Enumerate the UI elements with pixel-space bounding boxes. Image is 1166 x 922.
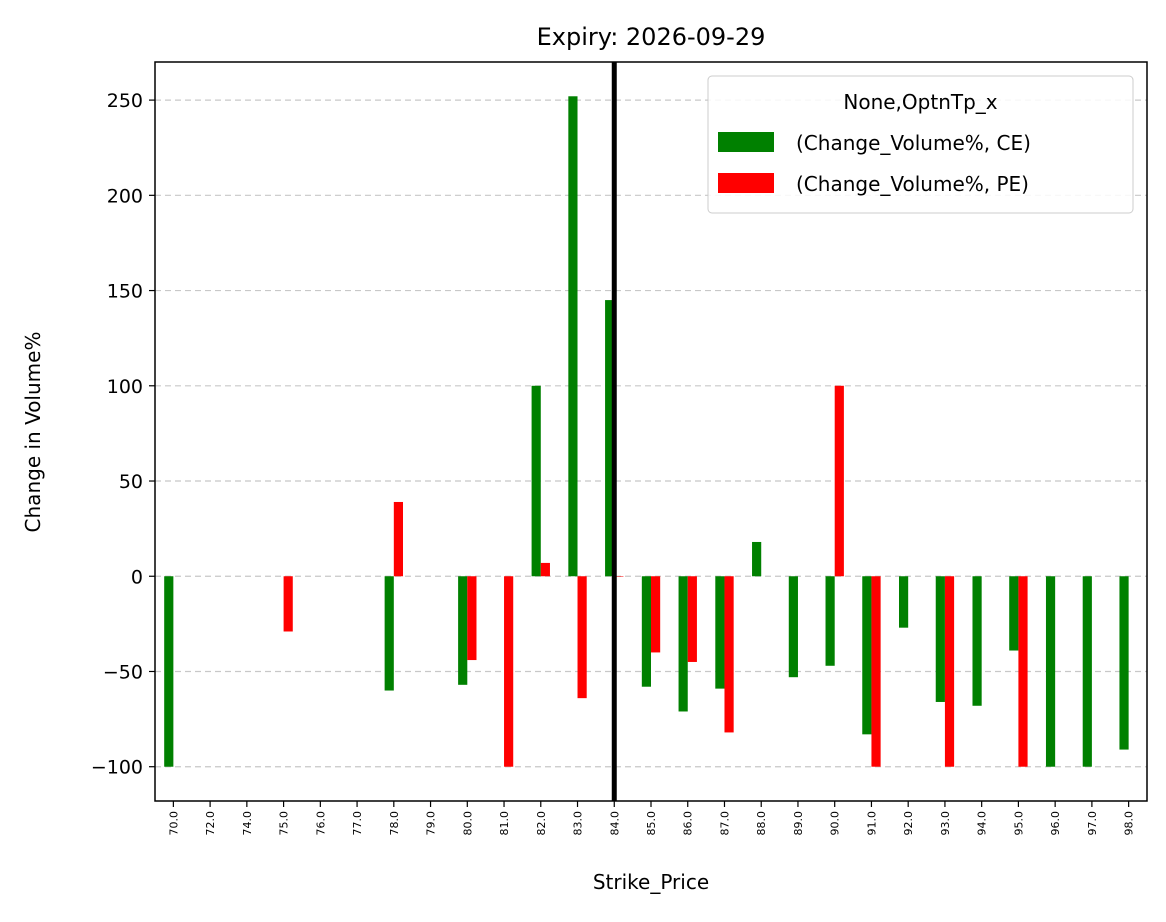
- x-tick-label: 90.0: [829, 811, 842, 836]
- bar: [384, 576, 394, 691]
- bar: [540, 562, 550, 577]
- x-tick-label: 93.0: [939, 811, 952, 836]
- bar: [724, 576, 734, 733]
- x-tick-label: 88.0: [755, 811, 768, 836]
- bar: [504, 576, 514, 767]
- bar: [1082, 576, 1092, 767]
- chart-title: Expiry: 2026-09-29: [537, 23, 766, 51]
- y-axis-label: Change in Volume%: [21, 332, 45, 533]
- bar: [944, 576, 955, 767]
- x-tick-label: 94.0: [976, 811, 989, 836]
- x-tick-label: 92.0: [902, 811, 915, 836]
- y-tick-label: −100: [91, 757, 143, 779]
- x-tick-label: 79.0: [425, 811, 438, 836]
- bar: [825, 576, 835, 666]
- y-tick-label: 0: [131, 566, 143, 588]
- bar: [935, 576, 945, 702]
- x-tick-label: 89.0: [792, 811, 805, 836]
- y-tick-label: 200: [107, 185, 143, 207]
- bar: [467, 576, 477, 661]
- bar: [651, 576, 661, 653]
- x-tick-label: 95.0: [1012, 811, 1025, 836]
- x-axis-label: Strike_Price: [593, 870, 709, 894]
- x-tick-label: 98.0: [1123, 811, 1136, 836]
- bar: [458, 576, 468, 685]
- bar: [834, 385, 844, 577]
- x-tick-label: 76.0: [314, 811, 327, 836]
- y-tick-label: 50: [119, 471, 143, 493]
- bar: [164, 576, 174, 767]
- x-tick-label: 78.0: [388, 811, 401, 836]
- y-tick-label: 150: [107, 281, 143, 303]
- x-tick-label: 82.0: [535, 811, 548, 836]
- bar: [862, 576, 872, 735]
- bar: [972, 576, 982, 706]
- plot-frame: [154, 61, 1148, 802]
- legend-label: (Change_Volume%, PE): [796, 172, 1029, 196]
- legend-title: None,OptnTp_x: [843, 90, 997, 114]
- bar: [1119, 576, 1129, 750]
- x-tick-label: 77.0: [351, 811, 364, 836]
- bar: [531, 385, 541, 577]
- x-tick-label: 81.0: [498, 811, 511, 836]
- legend-swatch: [718, 132, 774, 152]
- x-tick-label: 87.0: [718, 811, 731, 836]
- x-tick-label: 86.0: [682, 811, 695, 836]
- bar: [283, 576, 293, 632]
- bar: [1045, 576, 1056, 767]
- y-tick-label: 250: [107, 90, 143, 112]
- legend-box: [707, 75, 1134, 214]
- x-tick-label: 97.0: [1086, 811, 1099, 836]
- bar: [577, 576, 587, 699]
- y-tick-label: 100: [107, 376, 143, 398]
- x-tick-label: 72.0: [204, 811, 217, 836]
- y-tick-label: −50: [103, 661, 143, 683]
- legend-swatch: [718, 173, 774, 193]
- bar: [605, 300, 615, 577]
- x-tick-label: 75.0: [278, 811, 291, 836]
- x-tick-label: 85.0: [645, 811, 658, 836]
- bar: [788, 576, 798, 678]
- bar: [752, 541, 762, 577]
- x-tick-label: 84.0: [608, 811, 621, 836]
- bar: [678, 576, 688, 712]
- bar: [1018, 576, 1028, 767]
- bar: [871, 576, 881, 767]
- x-tick-label: 74.0: [241, 811, 254, 836]
- bar: [641, 576, 651, 687]
- bar: [614, 576, 624, 577]
- x-tick-label: 70.0: [167, 811, 180, 836]
- x-tick-label: 83.0: [572, 811, 585, 836]
- legend-label: (Change_Volume%, CE): [796, 131, 1031, 155]
- x-tick-label: 96.0: [1049, 811, 1062, 836]
- bar: [393, 501, 403, 577]
- bar: [1009, 576, 1019, 651]
- bar: [715, 576, 725, 689]
- bar: [568, 96, 578, 577]
- bar: [899, 576, 909, 628]
- x-tick-label: 91.0: [865, 811, 878, 836]
- x-tick-label: 80.0: [461, 811, 474, 836]
- bar: [687, 576, 697, 662]
